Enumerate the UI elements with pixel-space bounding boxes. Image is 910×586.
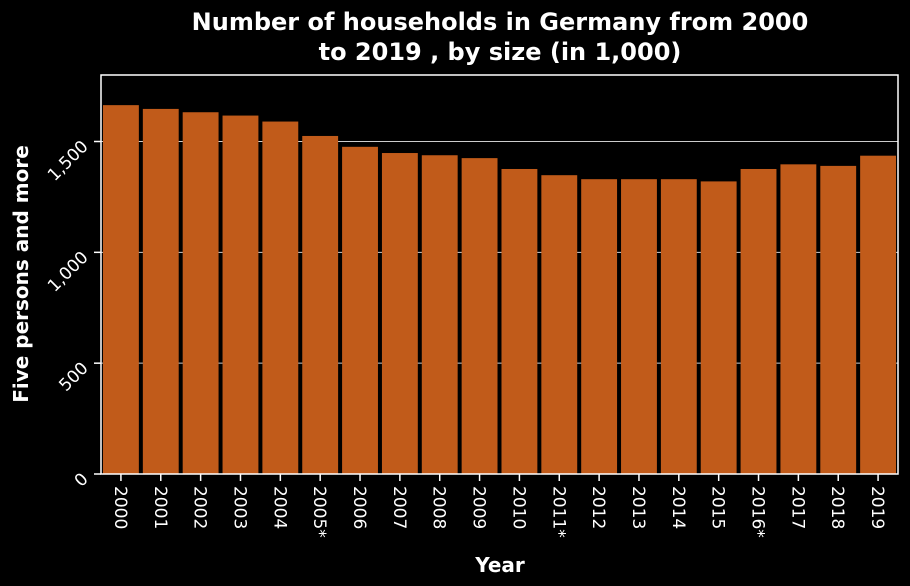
y-axis-label: Five persons and more: [9, 145, 33, 403]
bar: [302, 135, 339, 475]
x-tick-label: 2014: [668, 486, 688, 529]
bars: [102, 105, 897, 475]
bar: [102, 105, 139, 474]
bar: [820, 165, 857, 474]
x-tick-label: 2006: [349, 486, 369, 529]
x-axis: 2000 2001 2002 2003 2004 2005* 2006 2007 2008 200…: [110, 474, 887, 538]
bar: [342, 146, 378, 474]
y-tick-label: 1,000: [44, 248, 93, 297]
bar: [860, 155, 897, 475]
bar: [222, 115, 259, 474]
bar: [740, 168, 777, 474]
bar: [621, 179, 657, 474]
bar: [421, 155, 458, 474]
x-tick-label: 2007: [389, 486, 409, 529]
x-tick-label: 2004: [269, 486, 289, 529]
bar: [581, 179, 618, 474]
x-tick-label: 2018: [827, 486, 847, 529]
x-tick-label: 2013: [628, 486, 648, 529]
x-tick-label: 2005*: [309, 486, 329, 538]
x-tick-label: 2010: [508, 486, 528, 529]
y-tick-label: 1,500: [44, 137, 93, 186]
chart-title-line-1: Number of households in Germany from 200…: [192, 8, 809, 36]
y-tick-label: 0: [71, 469, 93, 491]
x-tick-label: 2009: [469, 486, 489, 529]
bar: [262, 121, 299, 475]
x-axis-label: Year: [474, 553, 525, 577]
bar: [182, 112, 219, 475]
bar: [142, 108, 179, 474]
y-tick-label: 500: [55, 359, 92, 396]
gridlines: [101, 141, 898, 364]
x-tick-label: 2019: [867, 486, 887, 529]
x-tick-label: 2011*: [548, 486, 568, 538]
bar: [700, 181, 737, 474]
bar: [660, 179, 697, 474]
x-tick-label: 2008: [429, 486, 449, 529]
x-tick-label: 2001: [150, 486, 170, 529]
bar: [461, 158, 498, 474]
x-tick-label: 2015: [708, 486, 728, 529]
x-tick-label: 2012: [588, 486, 608, 529]
y-axis: 0 500 1,000 1,500: [44, 137, 101, 491]
chart-title-line-2: to 2019 , by size (in 1,000): [319, 38, 682, 66]
plot-frame: [100, 74, 899, 475]
x-tick-label: 2003: [229, 486, 249, 529]
x-tick-label: 2016*: [748, 486, 768, 538]
bar: [780, 164, 817, 474]
x-tick-label: 2002: [190, 486, 210, 529]
bar: [501, 168, 538, 474]
bar: [541, 175, 578, 474]
x-tick-label: 2000: [110, 486, 130, 529]
x-tick-label: 2017: [787, 486, 807, 529]
bar: [381, 153, 418, 474]
